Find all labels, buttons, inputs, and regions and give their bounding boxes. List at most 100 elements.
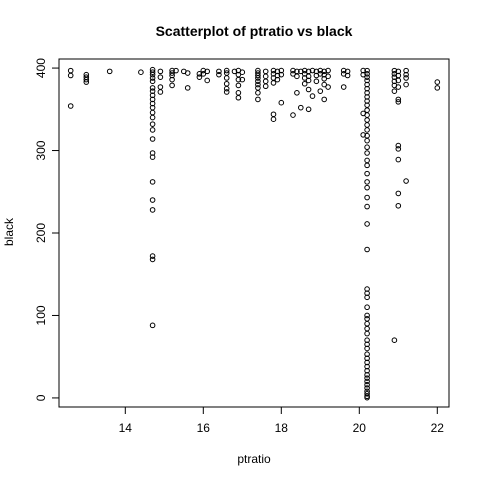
- scatter-point-117: [317, 71, 324, 77]
- scatter-point-21: [149, 114, 156, 121]
- scatter-point-108: [305, 77, 312, 84]
- x-tick-label-2: 18: [275, 421, 289, 435]
- scatter-point-101: [298, 104, 304, 111]
- scatter-point-112: [309, 93, 316, 99]
- scatter-point-210: [403, 75, 409, 81]
- scatter-point-65: [235, 90, 242, 96]
- scatter-point-208: [403, 67, 409, 74]
- scatter-point-147: [364, 112, 370, 118]
- scatter-point-168: [364, 312, 370, 319]
- scatter-point-109: [305, 86, 312, 93]
- scatter-point-22: [149, 121, 156, 127]
- scatter-point-119: [321, 68, 328, 75]
- scatter-point-153: [364, 144, 370, 151]
- scatter-point-175: [364, 345, 370, 352]
- x-axis: 14 16 18 20 22: [119, 407, 445, 435]
- scatter-point-204: [395, 146, 402, 152]
- scatter-point-154: [364, 150, 370, 156]
- scatter-point-41: [169, 82, 175, 89]
- scatter-point-124: [325, 67, 331, 74]
- scatter-point-167: [364, 304, 370, 311]
- scatter-point-75: [255, 85, 261, 91]
- scatter-point-90: [274, 76, 281, 83]
- scatter-point-150: [364, 127, 370, 133]
- scatter-point-135: [360, 132, 367, 138]
- scatter-point-72: [255, 75, 261, 81]
- scatter-point-138: [364, 74, 370, 80]
- scatter-point-54: [223, 67, 230, 74]
- scatter-point-170: [364, 320, 370, 327]
- scatter-point-166: [364, 294, 370, 301]
- scatter-point-6: [83, 79, 90, 85]
- scatter-point-148: [364, 117, 370, 123]
- scatter-point-14: [149, 85, 156, 91]
- scatter-point-211: [403, 81, 409, 88]
- scatter-point-123: [321, 96, 328, 103]
- scatter-point-126: [325, 84, 331, 90]
- scatter-point-76: [255, 90, 261, 96]
- scatter-point-36: [157, 89, 164, 95]
- scatter-point-125: [325, 73, 331, 80]
- x-tick-label-4: 22: [431, 421, 445, 435]
- scatter-point-5: [83, 76, 90, 83]
- scatter-point-66: [235, 94, 242, 101]
- chart-title: Scatterplot of ptratio vs black: [156, 23, 353, 39]
- scatter-point-79: [262, 73, 269, 80]
- scatter-points: [67, 66, 441, 401]
- x-tick-label-3: 20: [353, 421, 367, 435]
- scatter-point-100: [298, 68, 304, 75]
- scatter-point-195: [391, 88, 398, 94]
- scatter-point-184: [364, 381, 370, 388]
- scatter-point-99: [294, 90, 300, 96]
- scatter-point-202: [395, 99, 402, 105]
- scatter-point-206: [395, 190, 402, 197]
- scatter-point-27: [149, 179, 156, 185]
- scatter-point-80: [262, 78, 269, 85]
- y-tick-label-0: 0: [34, 394, 48, 401]
- scatter-point-67: [239, 69, 246, 75]
- scatter-point-199: [395, 77, 402, 84]
- y-tick-label-2: 200: [34, 223, 48, 243]
- scatter-point-137: [364, 71, 370, 77]
- scatter-point-156: [364, 162, 370, 169]
- x-axis-label: ptratio: [237, 452, 271, 466]
- scatter-point-146: [364, 107, 370, 113]
- scatter-point-57: [223, 80, 230, 87]
- scatter-point-161: [364, 203, 370, 210]
- y-tick-label-1: 100: [34, 305, 48, 325]
- scatter-point-28: [149, 197, 156, 203]
- scatter-point-115: [313, 78, 320, 85]
- scatter-point-38: [169, 70, 175, 76]
- scatter-point-163: [364, 246, 370, 253]
- scatter-point-59: [223, 89, 230, 95]
- scatter-point-49: [200, 71, 207, 77]
- scatter-point-212: [403, 178, 409, 184]
- scatter-point-169: [364, 315, 370, 322]
- scatter-point-187: [364, 391, 370, 397]
- scatter-point-158: [364, 179, 370, 185]
- scatter-point-111: [309, 67, 316, 74]
- scatter-point-50: [204, 68, 210, 75]
- scatter-point-87: [270, 116, 277, 122]
- scatter-point-44: [184, 70, 191, 76]
- scatter-point-162: [364, 221, 370, 227]
- scatter-point-171: [364, 325, 370, 332]
- scatter-point-11: [149, 71, 156, 78]
- scatter-point-81: [262, 83, 269, 90]
- scatter-point-133: [360, 71, 367, 78]
- scatter-point-118: [317, 88, 324, 94]
- x-tick-label-1: 16: [197, 421, 211, 435]
- y-axis-label: black: [2, 217, 16, 246]
- scatter-point-0: [67, 67, 74, 74]
- scatter-point-110: [305, 106, 312, 113]
- scatter-point-42: [173, 67, 179, 74]
- scatter-point-29: [149, 207, 156, 213]
- scatter-point-2: [67, 103, 74, 109]
- scatter-point-160: [364, 194, 370, 201]
- x-tick-label-0: 14: [119, 421, 133, 435]
- scatter-point-23: [149, 127, 156, 133]
- scatter-point-64: [235, 82, 242, 89]
- scatter-point-207: [395, 202, 402, 209]
